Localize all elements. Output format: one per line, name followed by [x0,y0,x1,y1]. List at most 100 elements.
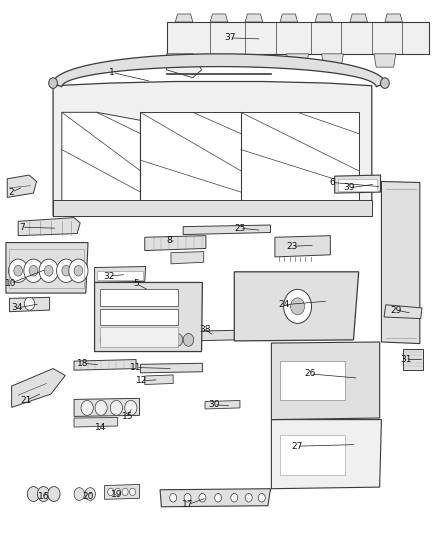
Polygon shape [62,112,141,208]
Polygon shape [381,181,420,344]
Polygon shape [95,282,202,352]
Polygon shape [141,364,202,373]
Text: 27: 27 [291,442,302,451]
Circle shape [122,488,128,496]
Text: 39: 39 [343,183,355,192]
Circle shape [147,334,157,346]
Polygon shape [74,417,118,427]
Polygon shape [272,342,380,419]
Bar [100,289,178,306]
Circle shape [231,494,238,502]
Circle shape [14,265,22,276]
Text: 11: 11 [130,363,142,372]
Bar [100,327,178,348]
Polygon shape [350,14,367,22]
Text: 23: 23 [286,242,298,251]
Circle shape [184,494,191,502]
Bar [9,249,84,288]
Polygon shape [95,266,146,282]
Circle shape [100,334,111,346]
Polygon shape [7,175,36,197]
Circle shape [183,334,194,346]
Circle shape [245,494,252,502]
Text: 6: 6 [330,178,336,187]
Circle shape [27,487,39,502]
Circle shape [110,400,123,415]
Circle shape [9,259,28,282]
Polygon shape [321,54,343,67]
Polygon shape [6,243,88,293]
Polygon shape [53,54,385,87]
Circle shape [24,297,35,310]
Circle shape [24,259,43,282]
Circle shape [199,494,206,502]
Polygon shape [384,305,422,319]
Text: 17: 17 [182,500,193,509]
Polygon shape [171,252,204,264]
Circle shape [39,259,58,282]
Text: 25: 25 [234,224,246,233]
Text: 21: 21 [20,396,32,405]
Polygon shape [403,349,424,370]
Polygon shape [189,330,236,341]
Text: 15: 15 [122,412,133,421]
Polygon shape [335,175,381,193]
Text: 7: 7 [19,223,25,232]
Polygon shape [145,236,206,251]
Polygon shape [210,14,228,22]
Text: 12: 12 [136,376,147,385]
Polygon shape [374,54,396,67]
Circle shape [48,487,60,502]
Polygon shape [105,484,140,499]
Polygon shape [287,54,308,67]
Circle shape [62,265,71,276]
Circle shape [49,78,57,88]
Polygon shape [234,272,359,341]
Polygon shape [205,400,240,409]
Circle shape [81,400,93,415]
Circle shape [130,488,136,496]
Text: 14: 14 [95,423,106,432]
Text: 30: 30 [208,400,219,409]
Bar [280,361,345,400]
Bar [100,309,178,325]
Circle shape [108,488,114,496]
Text: 34: 34 [11,303,23,312]
Polygon shape [272,419,381,489]
Polygon shape [245,14,263,22]
Circle shape [125,400,137,415]
Circle shape [111,334,122,346]
Circle shape [44,265,53,276]
Circle shape [115,488,121,496]
Polygon shape [315,14,332,22]
Polygon shape [160,489,271,507]
Polygon shape [275,236,330,257]
Text: 5: 5 [133,279,139,288]
Text: 24: 24 [278,300,289,309]
Polygon shape [74,398,140,416]
Text: 18: 18 [77,359,88,368]
Circle shape [172,334,183,346]
Polygon shape [145,375,173,384]
Circle shape [284,289,311,324]
Text: 31: 31 [400,355,412,364]
Text: 26: 26 [304,369,315,378]
Text: 20: 20 [82,491,94,500]
Polygon shape [166,54,201,78]
Polygon shape [18,217,80,236]
Circle shape [29,265,38,276]
Polygon shape [183,225,271,235]
Bar [97,271,143,280]
Polygon shape [175,14,193,22]
Text: 29: 29 [390,305,402,314]
Polygon shape [74,360,136,370]
Text: 38: 38 [199,325,211,334]
Circle shape [170,494,177,502]
Circle shape [258,494,265,502]
Polygon shape [12,368,65,407]
Text: 37: 37 [224,34,236,43]
Circle shape [134,334,145,346]
Text: 16: 16 [38,491,49,500]
Circle shape [57,259,76,282]
Circle shape [37,487,49,502]
